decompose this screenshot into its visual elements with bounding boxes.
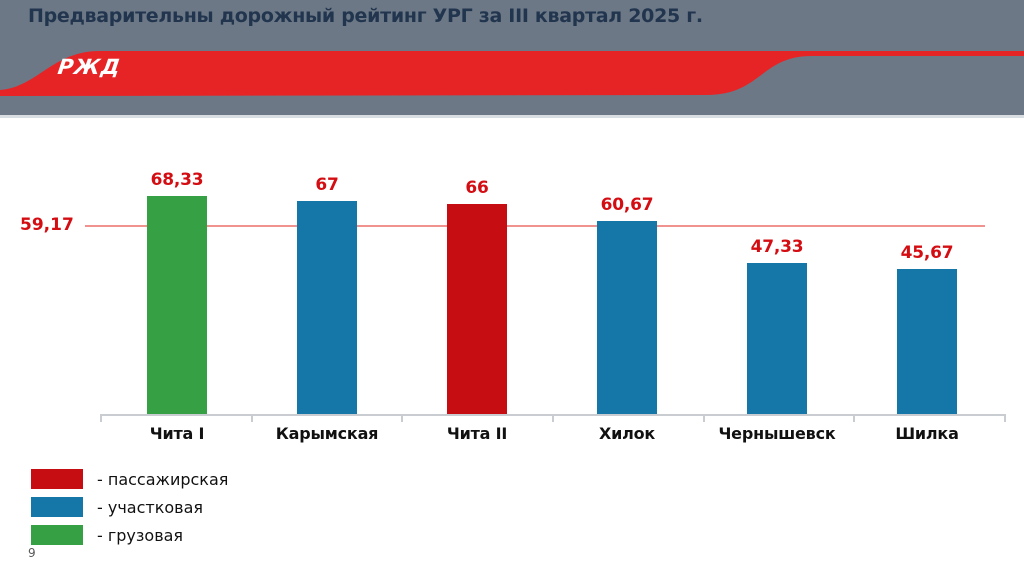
axis-tick bbox=[853, 414, 856, 422]
legend-label: - пассажирская bbox=[97, 469, 229, 489]
axis-tick bbox=[702, 414, 705, 422]
legend-item-freight: - грузовая bbox=[31, 521, 228, 549]
bar-value-label: 60,67 bbox=[600, 194, 654, 215]
bar-Чернышевск bbox=[747, 263, 807, 414]
page-number: 9 bbox=[28, 546, 36, 560]
legend-swatch-green bbox=[31, 525, 83, 545]
bar-value-label: 67 bbox=[315, 174, 339, 195]
legend-swatch-blue bbox=[31, 497, 83, 517]
header-divider bbox=[0, 115, 1024, 118]
bar-Хилок bbox=[597, 220, 657, 414]
category-label-Карымская: Карымская bbox=[275, 424, 379, 443]
category-label-Шилка: Шилка bbox=[895, 424, 959, 443]
plot-area: 68,33 67 66 60,67 47,33 45,67 bbox=[102, 170, 1002, 414]
legend-item-passenger: - пассажирская bbox=[31, 465, 228, 493]
bar-Карымская bbox=[297, 200, 357, 414]
bar-value-label: 45,67 bbox=[900, 242, 954, 263]
legend-label: - грузовая bbox=[97, 525, 184, 545]
category-label-Хилок: Хилок bbox=[598, 424, 656, 443]
rzd-logo: РЖД bbox=[56, 55, 123, 79]
bar-value-label: 68,33 bbox=[150, 170, 204, 191]
axis-tick bbox=[1004, 414, 1006, 422]
axis-tick bbox=[401, 414, 404, 422]
bar-value-label: 47,33 bbox=[750, 237, 804, 258]
reference-line-label: 59,17 bbox=[20, 215, 74, 235]
bar-Чита I bbox=[147, 196, 207, 414]
legend-item-sectional: - участковая bbox=[31, 493, 228, 521]
slide-title: Предварительны дорожный рейтинг УРГ за I… bbox=[28, 5, 703, 27]
axis-tick bbox=[552, 414, 554, 422]
legend-label: - участковая bbox=[97, 497, 204, 517]
rzd-red-swoosh bbox=[0, 51, 1024, 96]
category-label-Чита II: Чита II bbox=[446, 424, 508, 443]
bar-Шилка bbox=[897, 268, 957, 414]
reference-line bbox=[85, 225, 985, 227]
category-label-Чернышевск: Чернышевск bbox=[718, 424, 836, 443]
chart-content: 59,17 68,33 67 66 60,67 47,33 45,67 Чита I Кар… bbox=[0, 118, 1024, 574]
bar-value-label: 66 bbox=[465, 177, 489, 198]
axis-tick bbox=[100, 414, 102, 422]
bar-Чита II bbox=[447, 203, 507, 414]
category-label-Чита I: Чита I bbox=[149, 424, 205, 443]
legend-swatch-red bbox=[31, 469, 83, 489]
legend: - пассажирская - участковая - грузовая bbox=[31, 465, 228, 549]
axis-tick bbox=[250, 414, 253, 422]
